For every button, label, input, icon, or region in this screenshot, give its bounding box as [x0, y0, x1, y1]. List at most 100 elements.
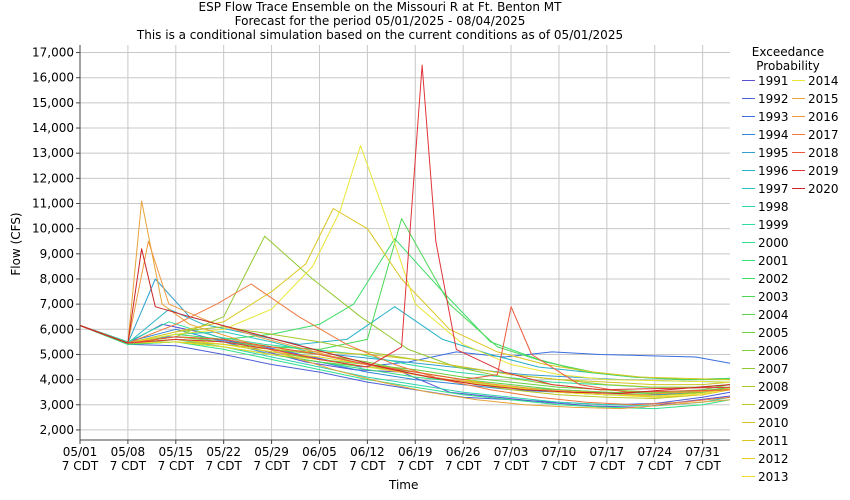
legend-label: 2002: [758, 272, 789, 286]
legend-title-exceedance: Exceedance: [751, 45, 825, 59]
legend-item-2004: 2004: [742, 308, 789, 322]
series-line-2017: [79, 283, 731, 406]
legend-label: 2008: [758, 380, 789, 394]
series-line-2011: [79, 208, 731, 381]
y-tick-label: 13,000: [32, 146, 74, 160]
legend-label: 1998: [758, 200, 789, 214]
legend-label: 2001: [758, 254, 789, 268]
legend-item-1991: 1991: [742, 74, 789, 88]
legend-label: 1992: [758, 92, 789, 106]
legend-label: 2009: [758, 398, 789, 412]
legend-label: 2016: [808, 110, 839, 124]
legend-swatch: [742, 350, 755, 351]
legend-swatch: [742, 224, 755, 225]
legend-item-2009: 2009: [742, 398, 789, 412]
legend-swatch: [742, 134, 755, 135]
legend-item-1996: 1996: [742, 164, 789, 178]
x-tick-label-time: 7 CDT: [445, 459, 482, 473]
legend-swatch: [742, 188, 755, 189]
series-line-2010: [79, 325, 731, 386]
legend-item-2010: 2010: [742, 416, 789, 430]
legend-swatch: [742, 368, 755, 369]
legend-label: 2017: [808, 128, 839, 142]
legend-label: 2013: [758, 470, 789, 484]
x-tick-label-date: 07/17: [590, 445, 625, 459]
y-tick-label: 9,000: [40, 247, 74, 261]
legend-swatch: [792, 98, 805, 99]
legend-swatch: [792, 170, 805, 171]
legend-swatch: [742, 314, 755, 315]
legend-swatch: [742, 80, 755, 81]
series-line-2018: [79, 306, 731, 393]
x-tick-label-time: 7 CDT: [158, 459, 195, 473]
y-tick-label: 16,000: [32, 71, 74, 85]
x-tick-label-time: 7 CDT: [62, 459, 99, 473]
plot-area: [80, 45, 730, 440]
x-tick-label-date: 07/10: [542, 445, 577, 459]
legend-swatch: [742, 422, 755, 423]
legend-swatch: [742, 404, 755, 405]
y-tick-label: 4,000: [40, 373, 74, 387]
legend-swatch: [742, 242, 755, 243]
legend-swatch: [792, 152, 805, 153]
series-line-2014: [79, 145, 731, 383]
legend-label: 2006: [758, 344, 789, 358]
legend-label: 1999: [758, 218, 789, 232]
series-line-2019: [79, 64, 731, 391]
legend-label: 2019: [808, 164, 839, 178]
legend-label: 2005: [758, 326, 789, 340]
legend-label: 1991: [758, 74, 789, 88]
y-tick-label: 8,000: [40, 272, 74, 286]
x-tick-label-time: 7 CDT: [301, 459, 338, 473]
x-tick-label-date: 06/12: [350, 445, 385, 459]
x-tick-label-time: 7 CDT: [589, 459, 626, 473]
chart-subtitle-period: Forecast for the period 05/01/2025 - 08/…: [234, 14, 526, 28]
legend-item-2002: 2002: [742, 272, 789, 286]
legend-item-2019: 2019: [792, 164, 839, 178]
series-line-2020: [79, 248, 731, 394]
legend-swatch: [742, 260, 755, 261]
x-tick-label-date: 05/29: [254, 445, 289, 459]
y-tick-label: 15,000: [32, 96, 74, 110]
legend-item-2018: 2018: [792, 146, 839, 160]
legend-item-2008: 2008: [742, 380, 789, 394]
legend-item-2011: 2011: [742, 434, 789, 448]
legend-item-2016: 2016: [792, 110, 839, 124]
y-tick-label: 2,000: [40, 423, 74, 437]
legend-label: 2020: [808, 182, 839, 196]
x-tick-label-date: 07/31: [685, 445, 720, 459]
legend-item-1999: 1999: [742, 218, 789, 232]
legend-item-2000: 2000: [742, 236, 789, 250]
x-tick-label-time: 7 CDT: [205, 459, 242, 473]
x-tick-label-date: 05/15: [158, 445, 193, 459]
legend-swatch: [742, 476, 755, 477]
legend-label: 2007: [758, 362, 789, 376]
chart-subtitle-conditions: This is a conditional simulation based o…: [136, 28, 624, 42]
legend-swatch: [792, 80, 805, 81]
legend-label: 2018: [808, 146, 839, 160]
legend-label: 2003: [758, 290, 789, 304]
x-tick-label-date: 05/22: [206, 445, 241, 459]
legend-swatch: [742, 152, 755, 153]
series-line-1998: [79, 325, 731, 407]
legend-swatch: [742, 440, 755, 441]
legend-swatch: [792, 134, 805, 135]
y-tick-label: 7,000: [40, 297, 74, 311]
y-tick-label: 12,000: [32, 171, 74, 185]
legend-label: 1996: [758, 164, 789, 178]
legend-item-1995: 1995: [742, 146, 789, 160]
y-tick-label: 6,000: [40, 322, 74, 336]
legend-label: 2010: [758, 416, 789, 430]
legend-item-2001: 2001: [742, 254, 789, 268]
legend-swatch: [742, 278, 755, 279]
x-tick-label-time: 7 CDT: [493, 459, 530, 473]
y-tick-label: 5,000: [40, 347, 74, 361]
legend-swatch: [742, 296, 755, 297]
legend-item-1994: 1994: [742, 128, 789, 142]
legend-label: 2014: [808, 74, 839, 88]
y-tick-label: 14,000: [32, 121, 74, 135]
legend-item-2020: 2020: [792, 182, 839, 196]
x-tick-label-date: 06/05: [302, 445, 337, 459]
legend-item-1993: 1993: [742, 110, 789, 124]
y-tick-label: 3,000: [40, 398, 74, 412]
